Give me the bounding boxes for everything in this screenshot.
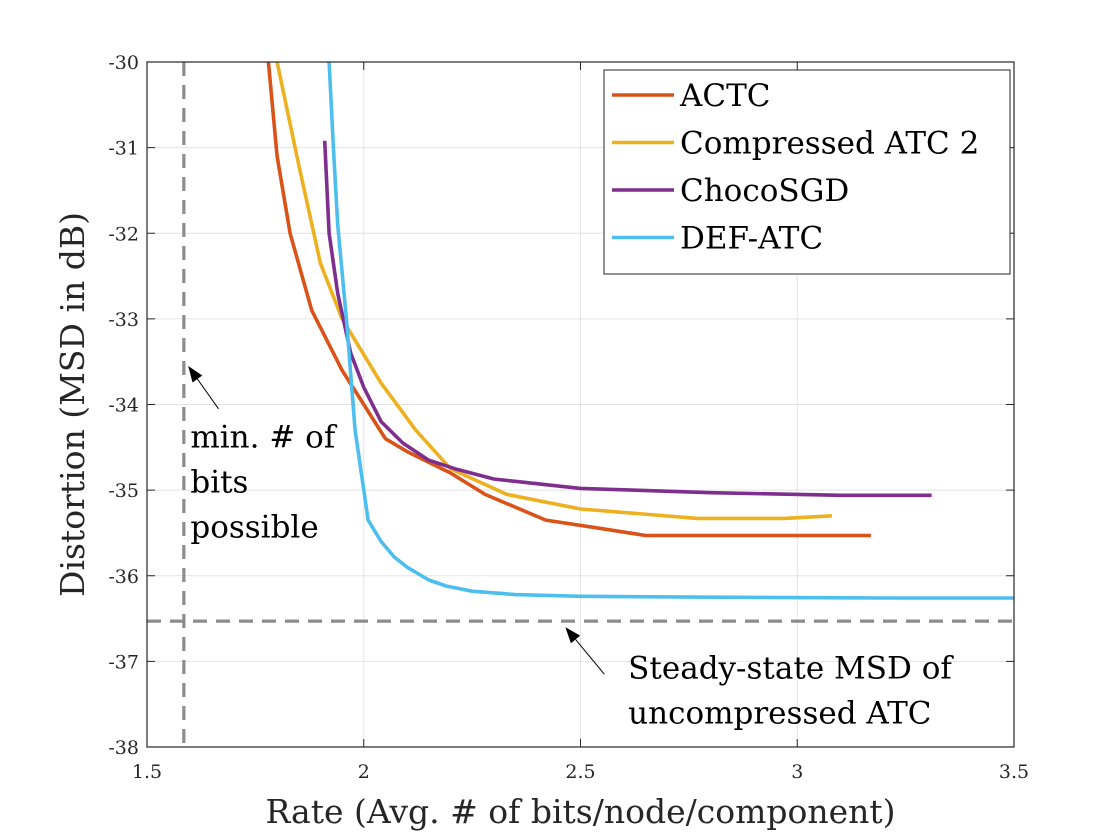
annotation-arrow bbox=[565, 627, 605, 675]
series-line-chocosgd bbox=[322, 140, 932, 498]
y-tick-label: -30 bbox=[108, 52, 139, 74]
x-tick-label: 2.5 bbox=[565, 761, 595, 783]
annotation-text: Steady-state MSD of bbox=[628, 651, 954, 687]
series-line-compressed-atc-2 bbox=[275, 62, 832, 521]
x-tick-label: 3 bbox=[791, 761, 803, 783]
legend-label: Compressed ATC 2 bbox=[680, 126, 979, 162]
series-line-actc bbox=[266, 62, 871, 538]
legend: ACTC Compressed ATC 2 ChocoSGD DEF-ATC bbox=[603, 69, 1011, 275]
legend-box bbox=[603, 69, 1011, 275]
reference-lines bbox=[147, 62, 1014, 747]
annotation-text: possible bbox=[190, 509, 318, 545]
annotation-text: min. # of bbox=[190, 419, 337, 455]
y-axis-title: Distortion (MSD in dB) bbox=[53, 212, 92, 597]
y-tick-label: -33 bbox=[108, 309, 139, 331]
y-tick-label: -31 bbox=[108, 138, 139, 160]
y-tick-label: -36 bbox=[108, 566, 139, 588]
x-tick-label: 1.5 bbox=[132, 761, 162, 783]
annotation-arrow bbox=[188, 365, 219, 410]
x-axis-title: Rate (Avg. # of bits/node/component) bbox=[265, 792, 895, 831]
y-tick-label: -38 bbox=[108, 737, 139, 759]
x-tick-label: 3.5 bbox=[999, 761, 1029, 783]
legend-label: ChocoSGD bbox=[680, 173, 849, 209]
series-lines bbox=[266, 62, 1014, 600]
annotation-text: bits bbox=[190, 464, 248, 500]
y-tick-label: -37 bbox=[108, 651, 139, 673]
y-tick-label: -32 bbox=[108, 223, 139, 245]
series-line-def-atc bbox=[327, 62, 1014, 600]
arrow-head bbox=[565, 627, 581, 644]
x-tick-label: 2 bbox=[358, 761, 370, 783]
annotations: min. # of bits possible Steady-state MSD of… bbox=[188, 365, 954, 732]
arrow-shaft bbox=[575, 639, 605, 675]
y-tick-label: -34 bbox=[108, 395, 139, 417]
arrow-head bbox=[188, 365, 203, 383]
legend-label: DEF-ATC bbox=[680, 221, 823, 257]
annotation-text: uncompressed ATC bbox=[628, 696, 931, 732]
y-tick-label: -35 bbox=[108, 480, 139, 502]
axis-ticks: 1.5 2 2.5 3 3.5 -38 -37 -36 -35 -34 -33 -32 -31 -30 bbox=[108, 52, 1029, 783]
legend-label: ACTC bbox=[679, 78, 771, 114]
arrow-shaft bbox=[197, 378, 219, 410]
